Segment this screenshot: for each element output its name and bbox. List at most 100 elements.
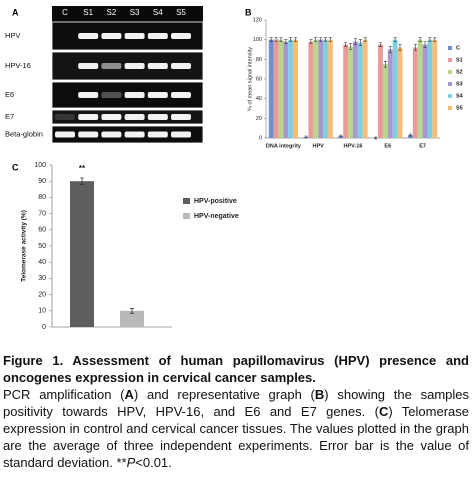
gel-row-label: E6 bbox=[5, 90, 14, 99]
bar bbox=[417, 39, 423, 138]
legend-label: S4 bbox=[456, 93, 464, 99]
error-bar bbox=[269, 37, 273, 42]
gel-row-label: HPV-16 bbox=[5, 61, 31, 70]
bar bbox=[427, 39, 433, 138]
legend-swatch bbox=[448, 106, 452, 110]
bar bbox=[348, 46, 353, 138]
gel-band bbox=[55, 114, 75, 120]
x-tick-label: HPV bbox=[313, 143, 325, 149]
error-bar bbox=[383, 61, 387, 68]
error-bar bbox=[344, 42, 348, 47]
error-bar bbox=[314, 37, 318, 42]
figure: A B C C S1 S2 S3 S4 S5 HPV HPV-16 E6 E7 Beta-globi… bbox=[5, 6, 464, 331]
gel-band bbox=[147, 92, 168, 98]
gel-band bbox=[147, 131, 168, 138]
bar bbox=[318, 39, 324, 138]
error-bar bbox=[393, 37, 397, 42]
bar bbox=[313, 39, 319, 138]
bar bbox=[387, 49, 393, 138]
annotation: ** bbox=[79, 164, 86, 173]
caption-text: A bbox=[124, 387, 134, 402]
legend-swatch bbox=[183, 198, 190, 204]
bar bbox=[392, 39, 398, 138]
y-tick-label: 30 bbox=[38, 275, 46, 282]
error-bar bbox=[388, 46, 392, 53]
gel-band bbox=[101, 131, 122, 138]
error-bar bbox=[374, 136, 378, 140]
error-bar bbox=[80, 177, 84, 185]
gel-row-label: E7 bbox=[5, 112, 14, 121]
caption-text: ) and representative graph ( bbox=[133, 387, 315, 402]
chart: 0 10 20 30 40 50 60 70 80 90 100 Telomerase activit… bbox=[21, 162, 239, 331]
error-bar bbox=[433, 37, 437, 42]
x-tick-label: E6 bbox=[384, 143, 391, 149]
lane-label: S4 bbox=[153, 8, 163, 17]
legend-label: HPV-negative bbox=[194, 213, 239, 220]
caption-text: <0.01. bbox=[135, 455, 172, 470]
y-tick-label: 100 bbox=[34, 162, 46, 169]
bar bbox=[397, 47, 403, 138]
error-bar bbox=[358, 39, 362, 46]
gel-band bbox=[124, 92, 145, 98]
gel-band bbox=[124, 131, 145, 138]
gel-row-label: Beta-globin bbox=[5, 129, 43, 138]
bar bbox=[283, 41, 289, 139]
error-bar bbox=[309, 39, 313, 44]
y-axis-label: % of mean signal intensity bbox=[247, 47, 253, 111]
error-bar bbox=[274, 37, 278, 42]
error-bar bbox=[349, 43, 353, 50]
legend-label: S1 bbox=[456, 57, 463, 63]
gel-band bbox=[101, 63, 122, 69]
bar bbox=[422, 44, 428, 139]
gel-band bbox=[171, 33, 191, 39]
y-tick-label: 50 bbox=[38, 243, 46, 250]
legend-swatch bbox=[183, 213, 190, 219]
error-bar bbox=[328, 37, 332, 42]
gel-band bbox=[147, 33, 168, 39]
y-tick-label: 90 bbox=[38, 178, 46, 185]
legend-swatch bbox=[448, 58, 452, 62]
panel-label: C bbox=[12, 162, 19, 172]
y-tick-label: 120 bbox=[253, 17, 262, 23]
error-bar bbox=[339, 134, 343, 138]
error-bar bbox=[353, 38, 357, 45]
error-bar bbox=[398, 44, 402, 51]
bar bbox=[432, 39, 438, 138]
legend-swatch bbox=[448, 46, 452, 50]
legend-label: S5 bbox=[456, 105, 463, 111]
gel-band bbox=[124, 114, 145, 120]
y-tick-label: 80 bbox=[38, 194, 46, 201]
y-tick-label: 80 bbox=[256, 57, 262, 63]
bar bbox=[382, 64, 388, 138]
y-tick-label: 20 bbox=[256, 116, 262, 122]
error-bar bbox=[294, 37, 298, 42]
gel-band bbox=[101, 92, 122, 98]
bar bbox=[293, 39, 299, 138]
bar bbox=[407, 135, 413, 138]
lane-label: S3 bbox=[130, 8, 140, 17]
gel-band bbox=[55, 131, 75, 138]
gel-band bbox=[147, 114, 168, 120]
lane-label: S1 bbox=[83, 8, 93, 17]
error-bar bbox=[289, 37, 293, 42]
legend-label: C bbox=[456, 45, 460, 51]
gel-band bbox=[78, 63, 99, 69]
bar bbox=[120, 310, 144, 327]
x-tick-label: E7 bbox=[419, 143, 426, 149]
y-tick-label: 40 bbox=[38, 259, 46, 266]
y-tick-label: 0 bbox=[42, 324, 46, 331]
error-bar bbox=[378, 42, 382, 47]
x-tick-label: HPV-16 bbox=[344, 143, 363, 149]
y-tick-label: 40 bbox=[256, 96, 262, 102]
lane-label: C bbox=[62, 8, 68, 17]
error-bar bbox=[324, 37, 328, 42]
gel-band bbox=[124, 63, 145, 69]
figure-caption: Figure 1. Assessment of human papillomav… bbox=[3, 352, 469, 471]
gel-band bbox=[78, 33, 99, 39]
y-tick-label: 10 bbox=[38, 308, 46, 315]
gel-band bbox=[101, 114, 122, 120]
legend-swatch bbox=[448, 82, 452, 86]
bar bbox=[278, 39, 284, 138]
y-tick-label: 60 bbox=[38, 227, 46, 234]
